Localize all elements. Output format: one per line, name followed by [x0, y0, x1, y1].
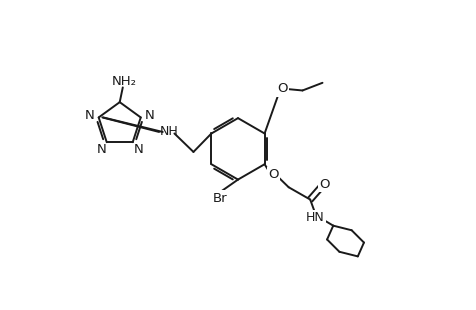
Text: N: N: [133, 143, 143, 156]
Text: HN: HN: [306, 211, 324, 224]
Text: O: O: [268, 168, 278, 181]
Text: Br: Br: [213, 192, 228, 205]
Text: O: O: [278, 82, 288, 95]
Text: N: N: [85, 109, 94, 122]
Text: N: N: [145, 109, 154, 122]
Text: N: N: [96, 143, 106, 156]
Text: O: O: [320, 178, 330, 191]
Text: NH: NH: [159, 126, 178, 139]
Text: NH₂: NH₂: [112, 75, 137, 88]
